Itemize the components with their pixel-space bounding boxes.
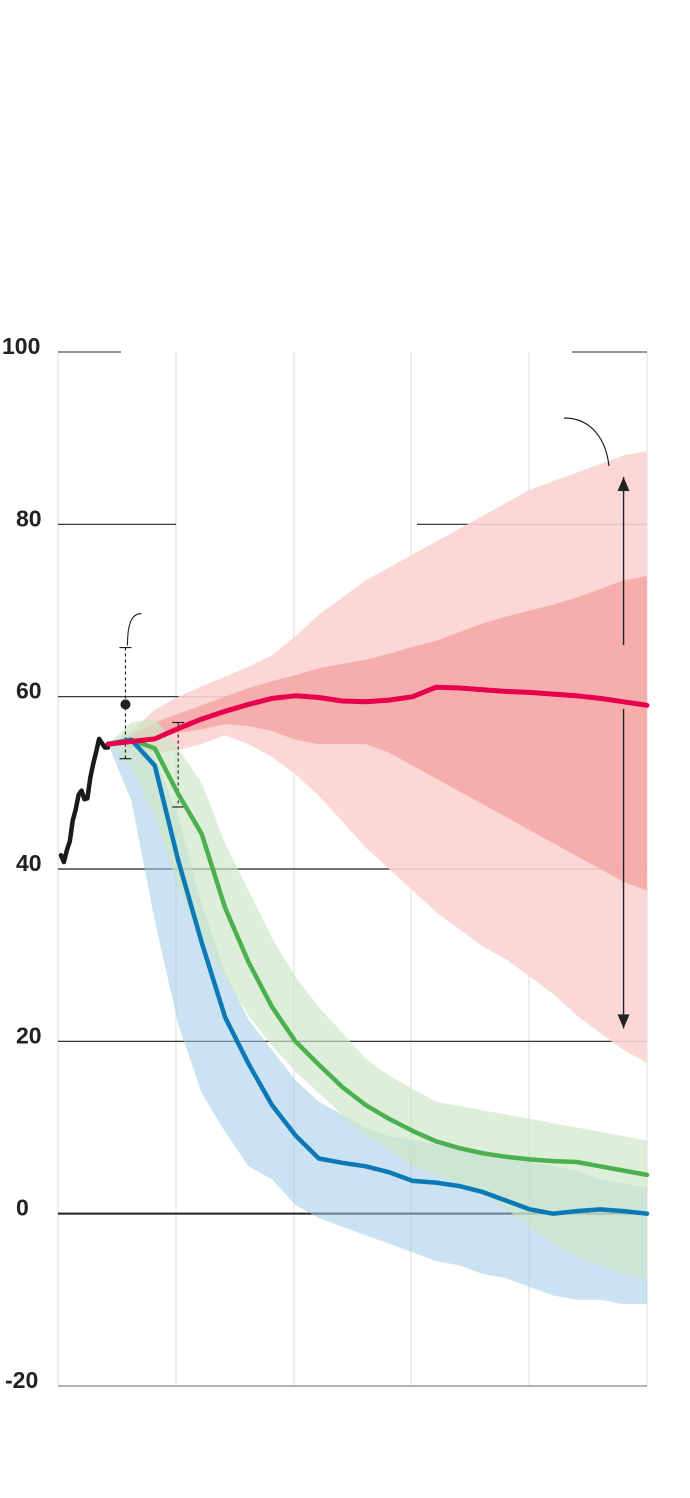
red-band-inner xyxy=(107,576,647,891)
y-axis-tick-labels: 100 80 60 40 20 0 -20 xyxy=(2,333,42,1393)
marker-leader-curve xyxy=(126,613,142,646)
series-lines xyxy=(58,684,650,1216)
uncertainty-bands xyxy=(107,451,647,1305)
y-tick-label: 0 xyxy=(16,1195,29,1221)
y-tick-label: 80 xyxy=(16,505,42,531)
range-arrow-leader-curve xyxy=(563,417,610,467)
marker-point xyxy=(120,699,131,710)
green-band xyxy=(107,718,647,1279)
y-tick-label: 60 xyxy=(16,678,42,704)
green-series-line xyxy=(105,737,650,1178)
y-tick-label: 20 xyxy=(16,1022,42,1048)
range-arrow-head-up xyxy=(617,476,630,491)
red-band-outer xyxy=(107,451,647,1063)
y-tick-label: 40 xyxy=(16,850,42,876)
blue-series-line xyxy=(105,737,650,1216)
y-tick-label: -20 xyxy=(5,1367,38,1393)
history-line xyxy=(58,736,111,865)
red-series-line xyxy=(105,684,650,747)
range-arrow-head-down xyxy=(617,1014,630,1029)
y-tick-label: 100 xyxy=(2,333,40,359)
annotations xyxy=(119,417,630,1029)
